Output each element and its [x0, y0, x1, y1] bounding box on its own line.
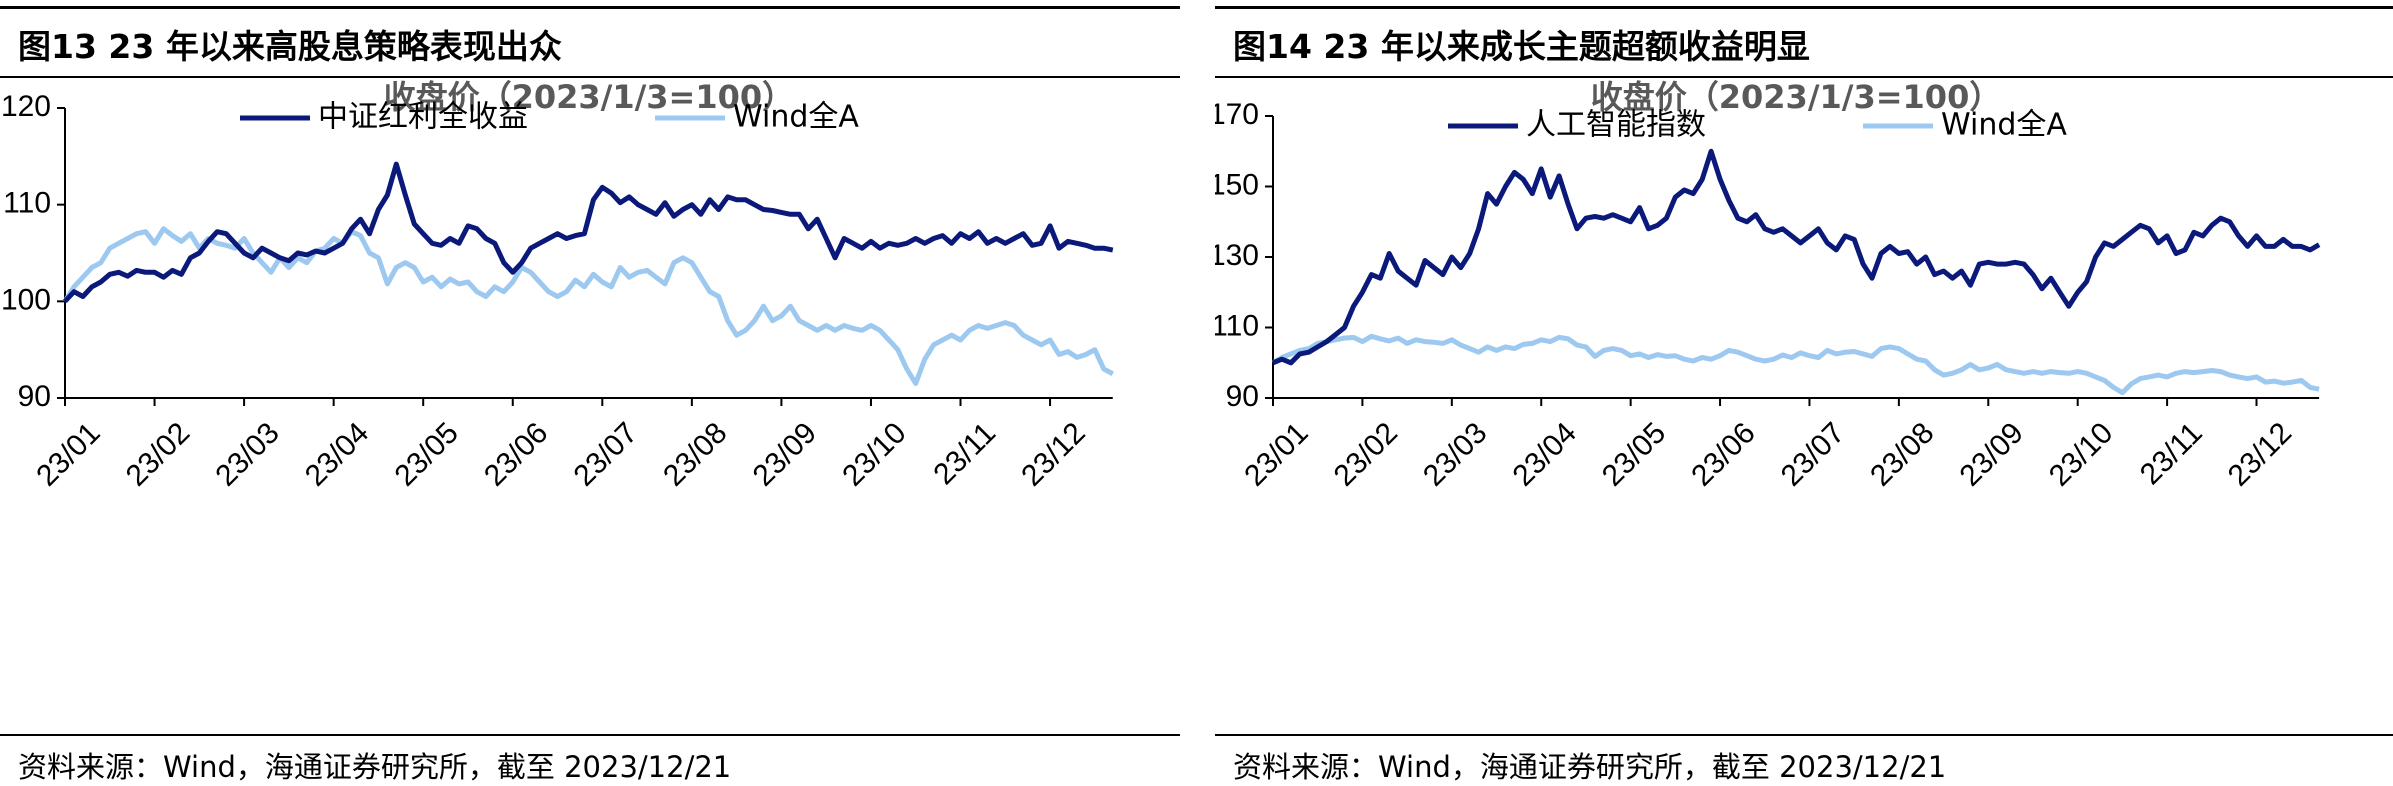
source-note: 资料来源：Wind，海通证券研究所，截至 2023/12/21 — [1233, 750, 1947, 784]
series-line-1 — [62, 226, 1114, 386]
x-tick-label: 23/09 — [747, 416, 823, 492]
x-tick-label: 23/11 — [927, 416, 1002, 491]
legend-label: Wind全A — [1941, 108, 2067, 143]
x-tick-label: 23/10 — [2043, 416, 2119, 492]
y-tick-label: 130 — [1215, 239, 1259, 272]
legend-label: Wind全A — [733, 100, 859, 135]
x-tick-label: 23/02 — [1328, 416, 1404, 492]
legend-label: 中证红利全收益 — [318, 100, 528, 135]
x-tick-label: 23/12 — [1015, 416, 1091, 492]
y-tick-label: 120 — [1, 90, 51, 123]
top-rule — [1215, 6, 2393, 9]
x-tick-label: 23/06 — [478, 416, 554, 492]
x-tick-label: 23/01 — [1238, 416, 1314, 492]
bottom-rule — [1215, 734, 2393, 736]
x-tick-label: 23/04 — [299, 416, 375, 492]
title-rule — [0, 76, 1180, 78]
x-tick-label: 23/04 — [1506, 416, 1582, 492]
y-tick-label: 100 — [1, 283, 51, 316]
x-tick-label: 23/03 — [209, 416, 285, 492]
y-tick-label: 150 — [1215, 168, 1259, 201]
x-tick-label: 23/11 — [2134, 416, 2209, 491]
x-tick-label: 23/07 — [568, 416, 644, 492]
x-tick-label: 23/09 — [1954, 416, 2030, 492]
series-line-0 — [63, 161, 1114, 304]
x-tick-label: 23/05 — [388, 416, 464, 492]
bottom-rule — [0, 734, 1180, 736]
x-tick-label: 23/05 — [1596, 416, 1672, 492]
y-tick-label: 110 — [1215, 309, 1259, 342]
x-tick-label: 23/08 — [657, 416, 733, 492]
x-tick-label: 23/12 — [2222, 416, 2298, 492]
series-line-1 — [1271, 333, 2320, 396]
x-tick-label: 23/01 — [30, 416, 106, 492]
y-tick-label: 110 — [3, 187, 51, 220]
figure-13: 图13 23 年以来高股息策略表现出众 收盘价（2023/1/3=100） 90 1… — [0, 0, 1180, 786]
x-tick-label: 23/06 — [1685, 416, 1761, 492]
chart-title: 收盘价（2023/1/3=100） — [384, 80, 795, 116]
figure-title: 图14 23 年以来成长主题超额收益明显 — [1233, 27, 1810, 66]
title-rule — [1215, 76, 2393, 78]
x-tick-label: 23/10 — [836, 416, 912, 492]
y-tick-label: 90 — [1226, 380, 1259, 413]
figure-title: 图13 23 年以来高股息策略表现出众 — [18, 27, 562, 66]
x-tick-label: 23/03 — [1417, 416, 1493, 492]
x-tick-label: 23/02 — [120, 416, 196, 492]
source-note: 资料来源：Wind，海通证券研究所，截至 2023/12/21 — [18, 750, 732, 784]
top-rule — [0, 6, 1180, 9]
x-tick-label: 23/08 — [1864, 416, 1940, 492]
chart-title: 收盘价（2023/1/3=100） — [1591, 80, 2002, 116]
figure-14: 图14 23 年以来成长主题超额收益明显 收盘价（2023/1/3=100） 90… — [1215, 0, 2393, 786]
y-tick-label: 90 — [18, 380, 51, 413]
series-line-0 — [1272, 148, 2321, 366]
y-tick-label: 170 — [1215, 98, 1259, 131]
x-tick-label: 23/07 — [1775, 416, 1851, 492]
legend-label: 人工智能指数 — [1526, 108, 1706, 143]
